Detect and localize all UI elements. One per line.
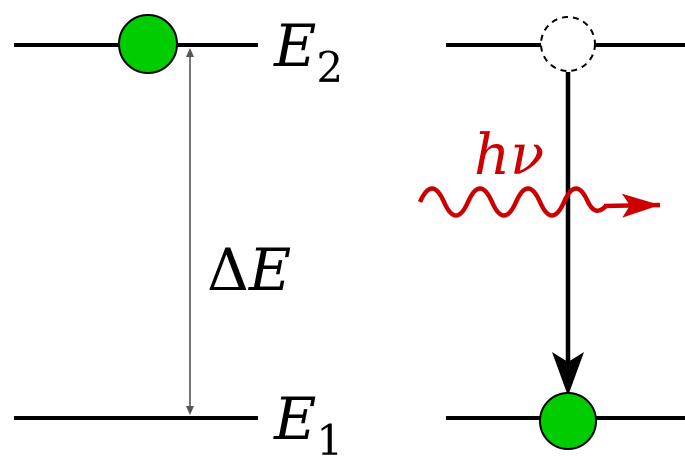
upper-level-label: E2 bbox=[273, 12, 343, 92]
transition-arrow-head bbox=[552, 352, 584, 396]
photon-wave bbox=[417, 186, 608, 218]
vacated-state-circle bbox=[540, 16, 596, 72]
lower-level-label: E1 bbox=[273, 385, 343, 459]
delta-e-label: ΔE bbox=[207, 236, 291, 304]
photon-arrow bbox=[603, 193, 661, 218]
excited-particle bbox=[118, 14, 178, 74]
right-system: hν bbox=[417, 16, 685, 450]
left-system: ΔE bbox=[14, 14, 291, 420]
photon-energy-label: hν bbox=[474, 123, 544, 188]
ground-particle bbox=[539, 392, 597, 450]
